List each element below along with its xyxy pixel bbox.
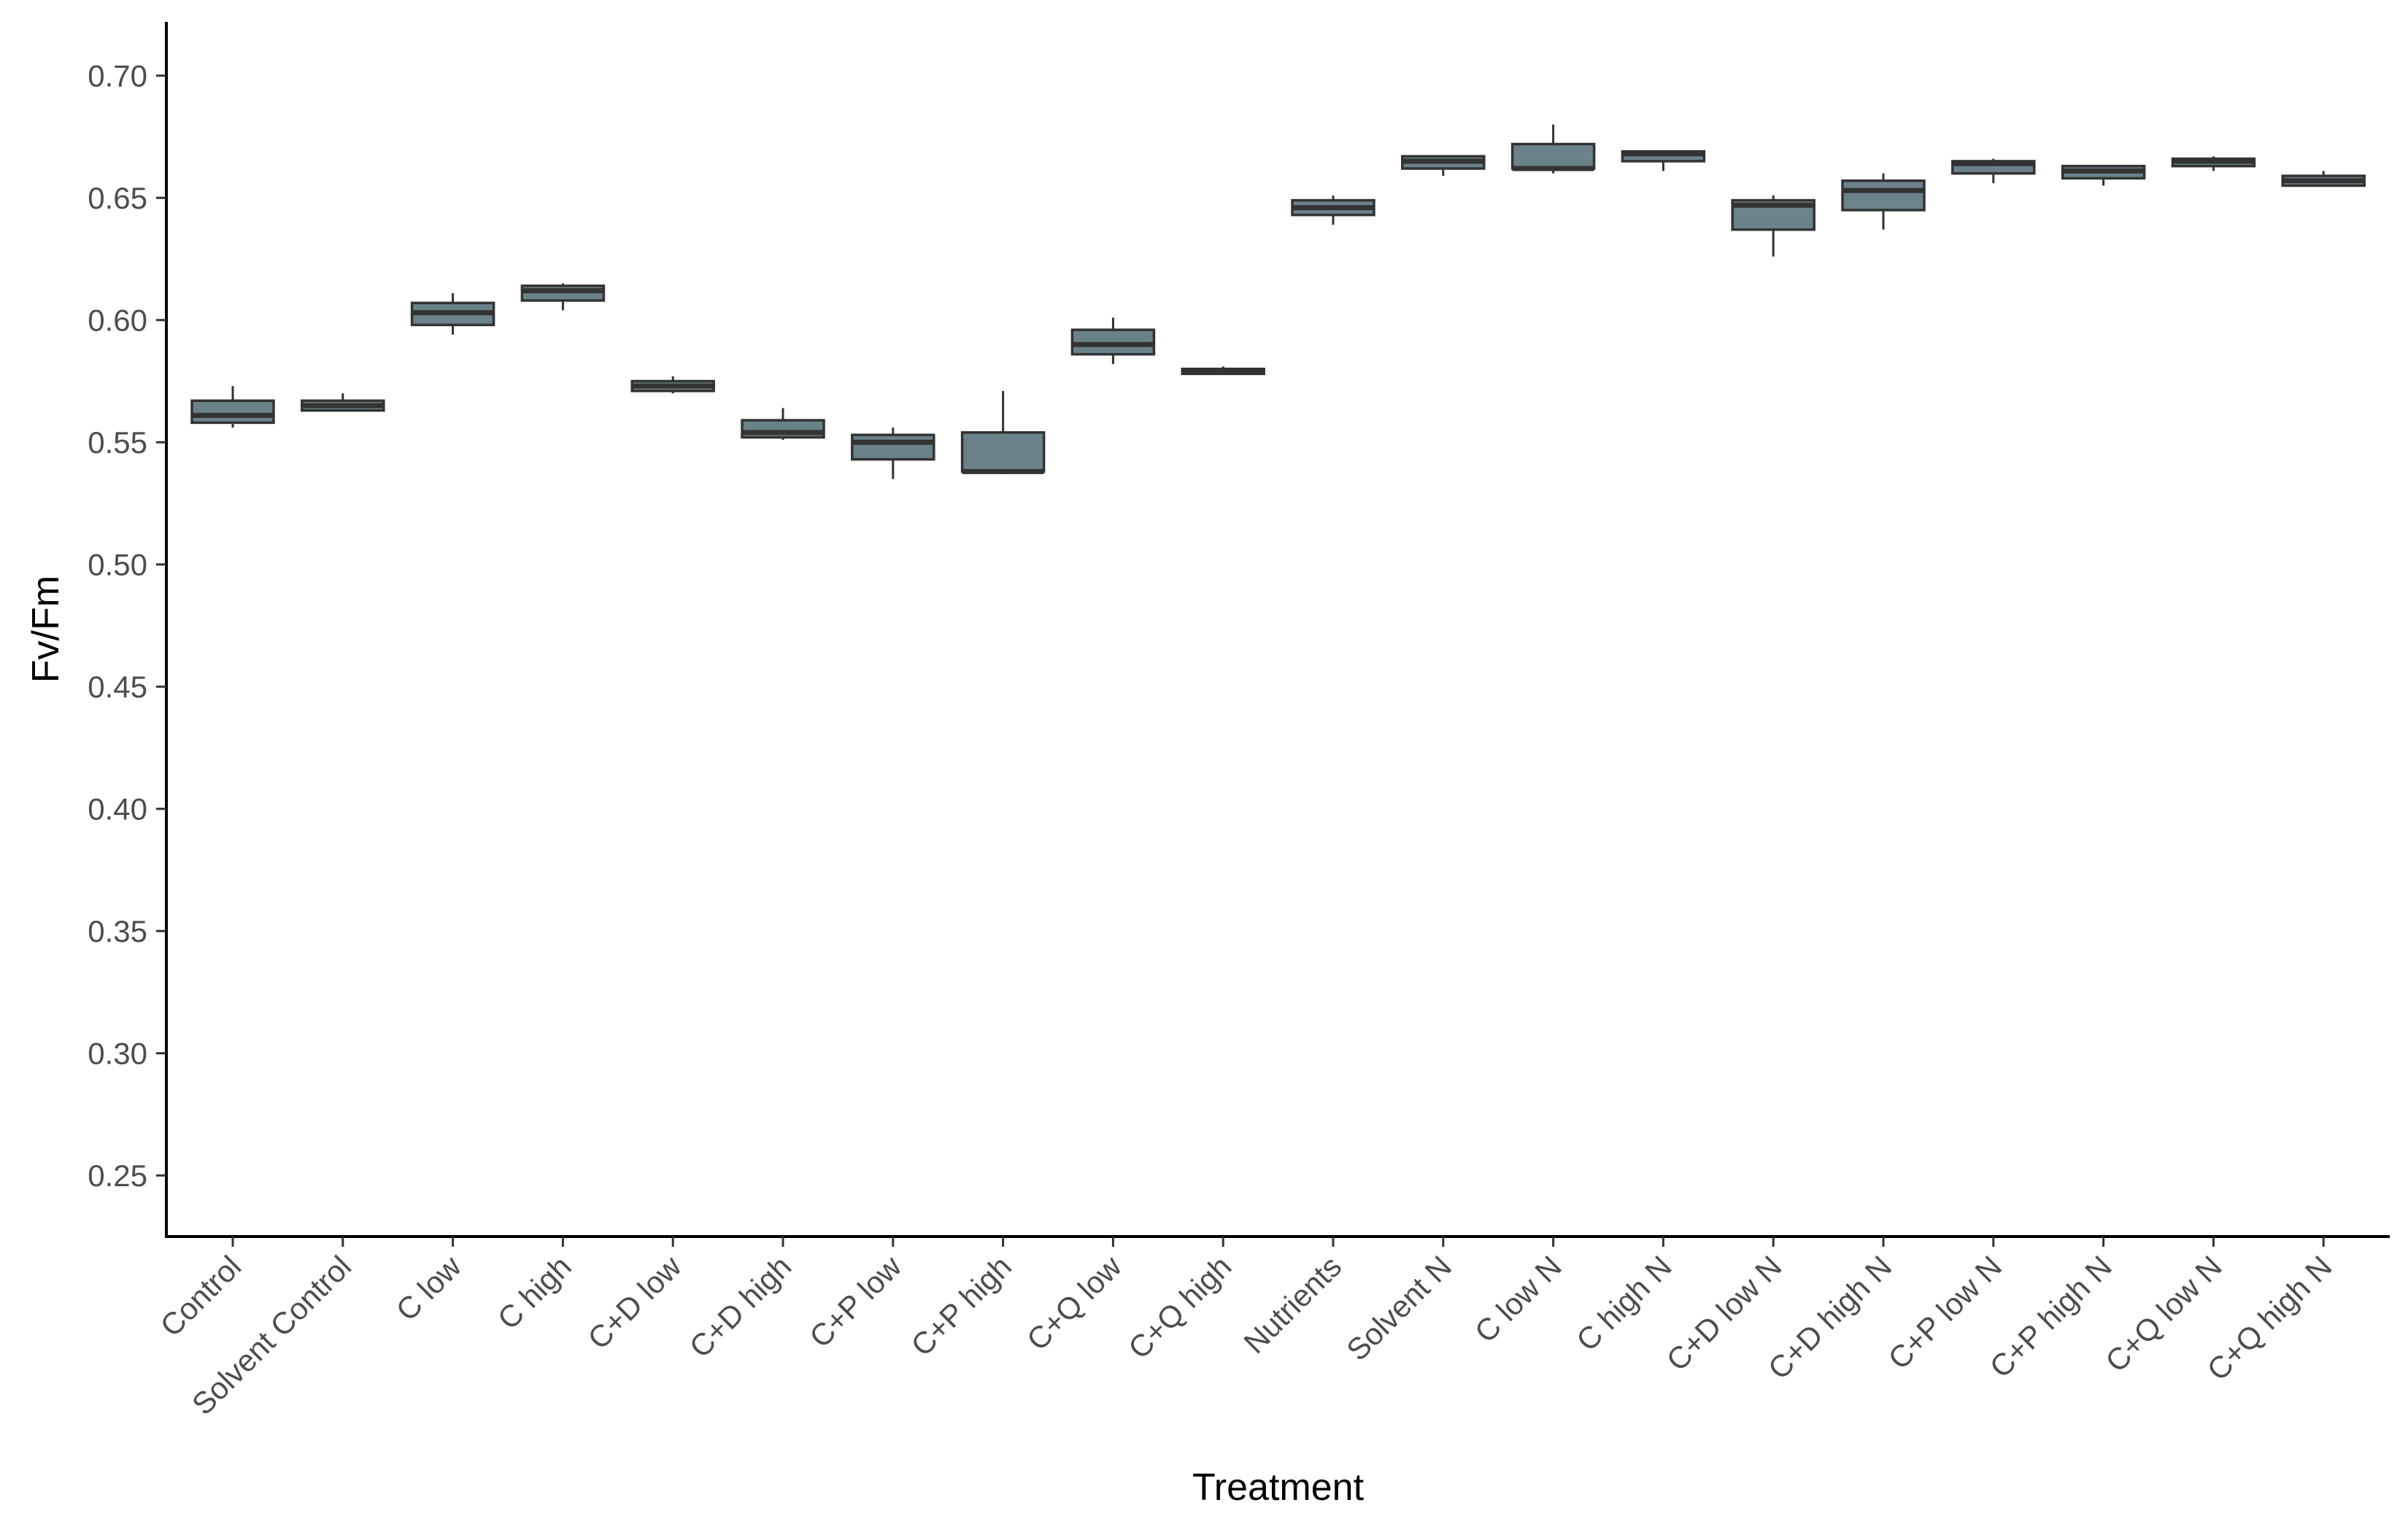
- y-tick-label: 0.65: [88, 181, 147, 215]
- y-tick-label: 0.45: [88, 670, 147, 704]
- box-20: [2281, 171, 2366, 187]
- plot-area: [190, 124, 2366, 479]
- box-9: [1070, 317, 1156, 365]
- y-tick-label: 0.50: [88, 548, 147, 582]
- box-iqr: [1841, 179, 1926, 212]
- box-iqr: [1510, 142, 1596, 170]
- x-tick-label: C high N: [1570, 1249, 1678, 1358]
- box-4: [520, 283, 606, 311]
- box-17: [1951, 158, 2036, 184]
- x-tick-label: C+D low: [581, 1249, 688, 1356]
- box-2: [301, 393, 385, 412]
- y-tick-label: 0.35: [88, 914, 147, 948]
- box-8: [960, 390, 1046, 474]
- box-iqr: [851, 433, 935, 461]
- x-tick-label: Nutrients: [1237, 1249, 1348, 1360]
- y-axis: 0.25 0.30 0.35 0.40 0.45 0.50 0.55 0.60 0.65 0.70: [88, 22, 168, 1237]
- box-iqr: [190, 399, 275, 425]
- y-tick-label: 0.70: [88, 59, 147, 93]
- box-19: [2171, 156, 2256, 171]
- x-tick-label: C+D high: [682, 1249, 798, 1364]
- box-11: [1291, 195, 1375, 225]
- box-3: [410, 293, 495, 335]
- box-13: [1510, 124, 1596, 174]
- x-tick-label: C+P high: [904, 1249, 1018, 1363]
- x-tick-label: C low N: [1468, 1249, 1568, 1349]
- box-10: [1181, 366, 1265, 376]
- x-tick-label: C+Q low: [1020, 1249, 1128, 1357]
- box-18: [2061, 164, 2146, 186]
- box-1: [190, 386, 275, 428]
- box-7: [851, 428, 935, 479]
- y-tick-label: 0.55: [88, 425, 147, 460]
- box-iqr: [960, 431, 1046, 473]
- box-5: [630, 376, 715, 394]
- x-tick-label: C+P low: [803, 1249, 908, 1355]
- x-tick-label: Solvent N: [1340, 1249, 1458, 1367]
- x-tick-label: C high: [491, 1249, 578, 1336]
- x-tick-label: C+Q high: [1122, 1249, 1238, 1366]
- y-tick-label: 0.40: [88, 792, 147, 827]
- y-tick-label: 0.60: [88, 303, 147, 338]
- x-tick-label: C low: [389, 1249, 468, 1328]
- box-14: [1621, 150, 1706, 171]
- box-16: [1841, 173, 1926, 230]
- y-tick-label: 0.25: [88, 1158, 147, 1193]
- y-tick-label: 0.30: [88, 1037, 147, 1071]
- box-15: [1731, 195, 1815, 257]
- x-tick-label: Control: [153, 1249, 247, 1343]
- box-6: [741, 408, 825, 440]
- x-axis-title: Treatment: [1192, 1466, 1365, 1509]
- box-12: [1401, 155, 1486, 177]
- y-axis-title: Fv/Fm: [25, 576, 67, 683]
